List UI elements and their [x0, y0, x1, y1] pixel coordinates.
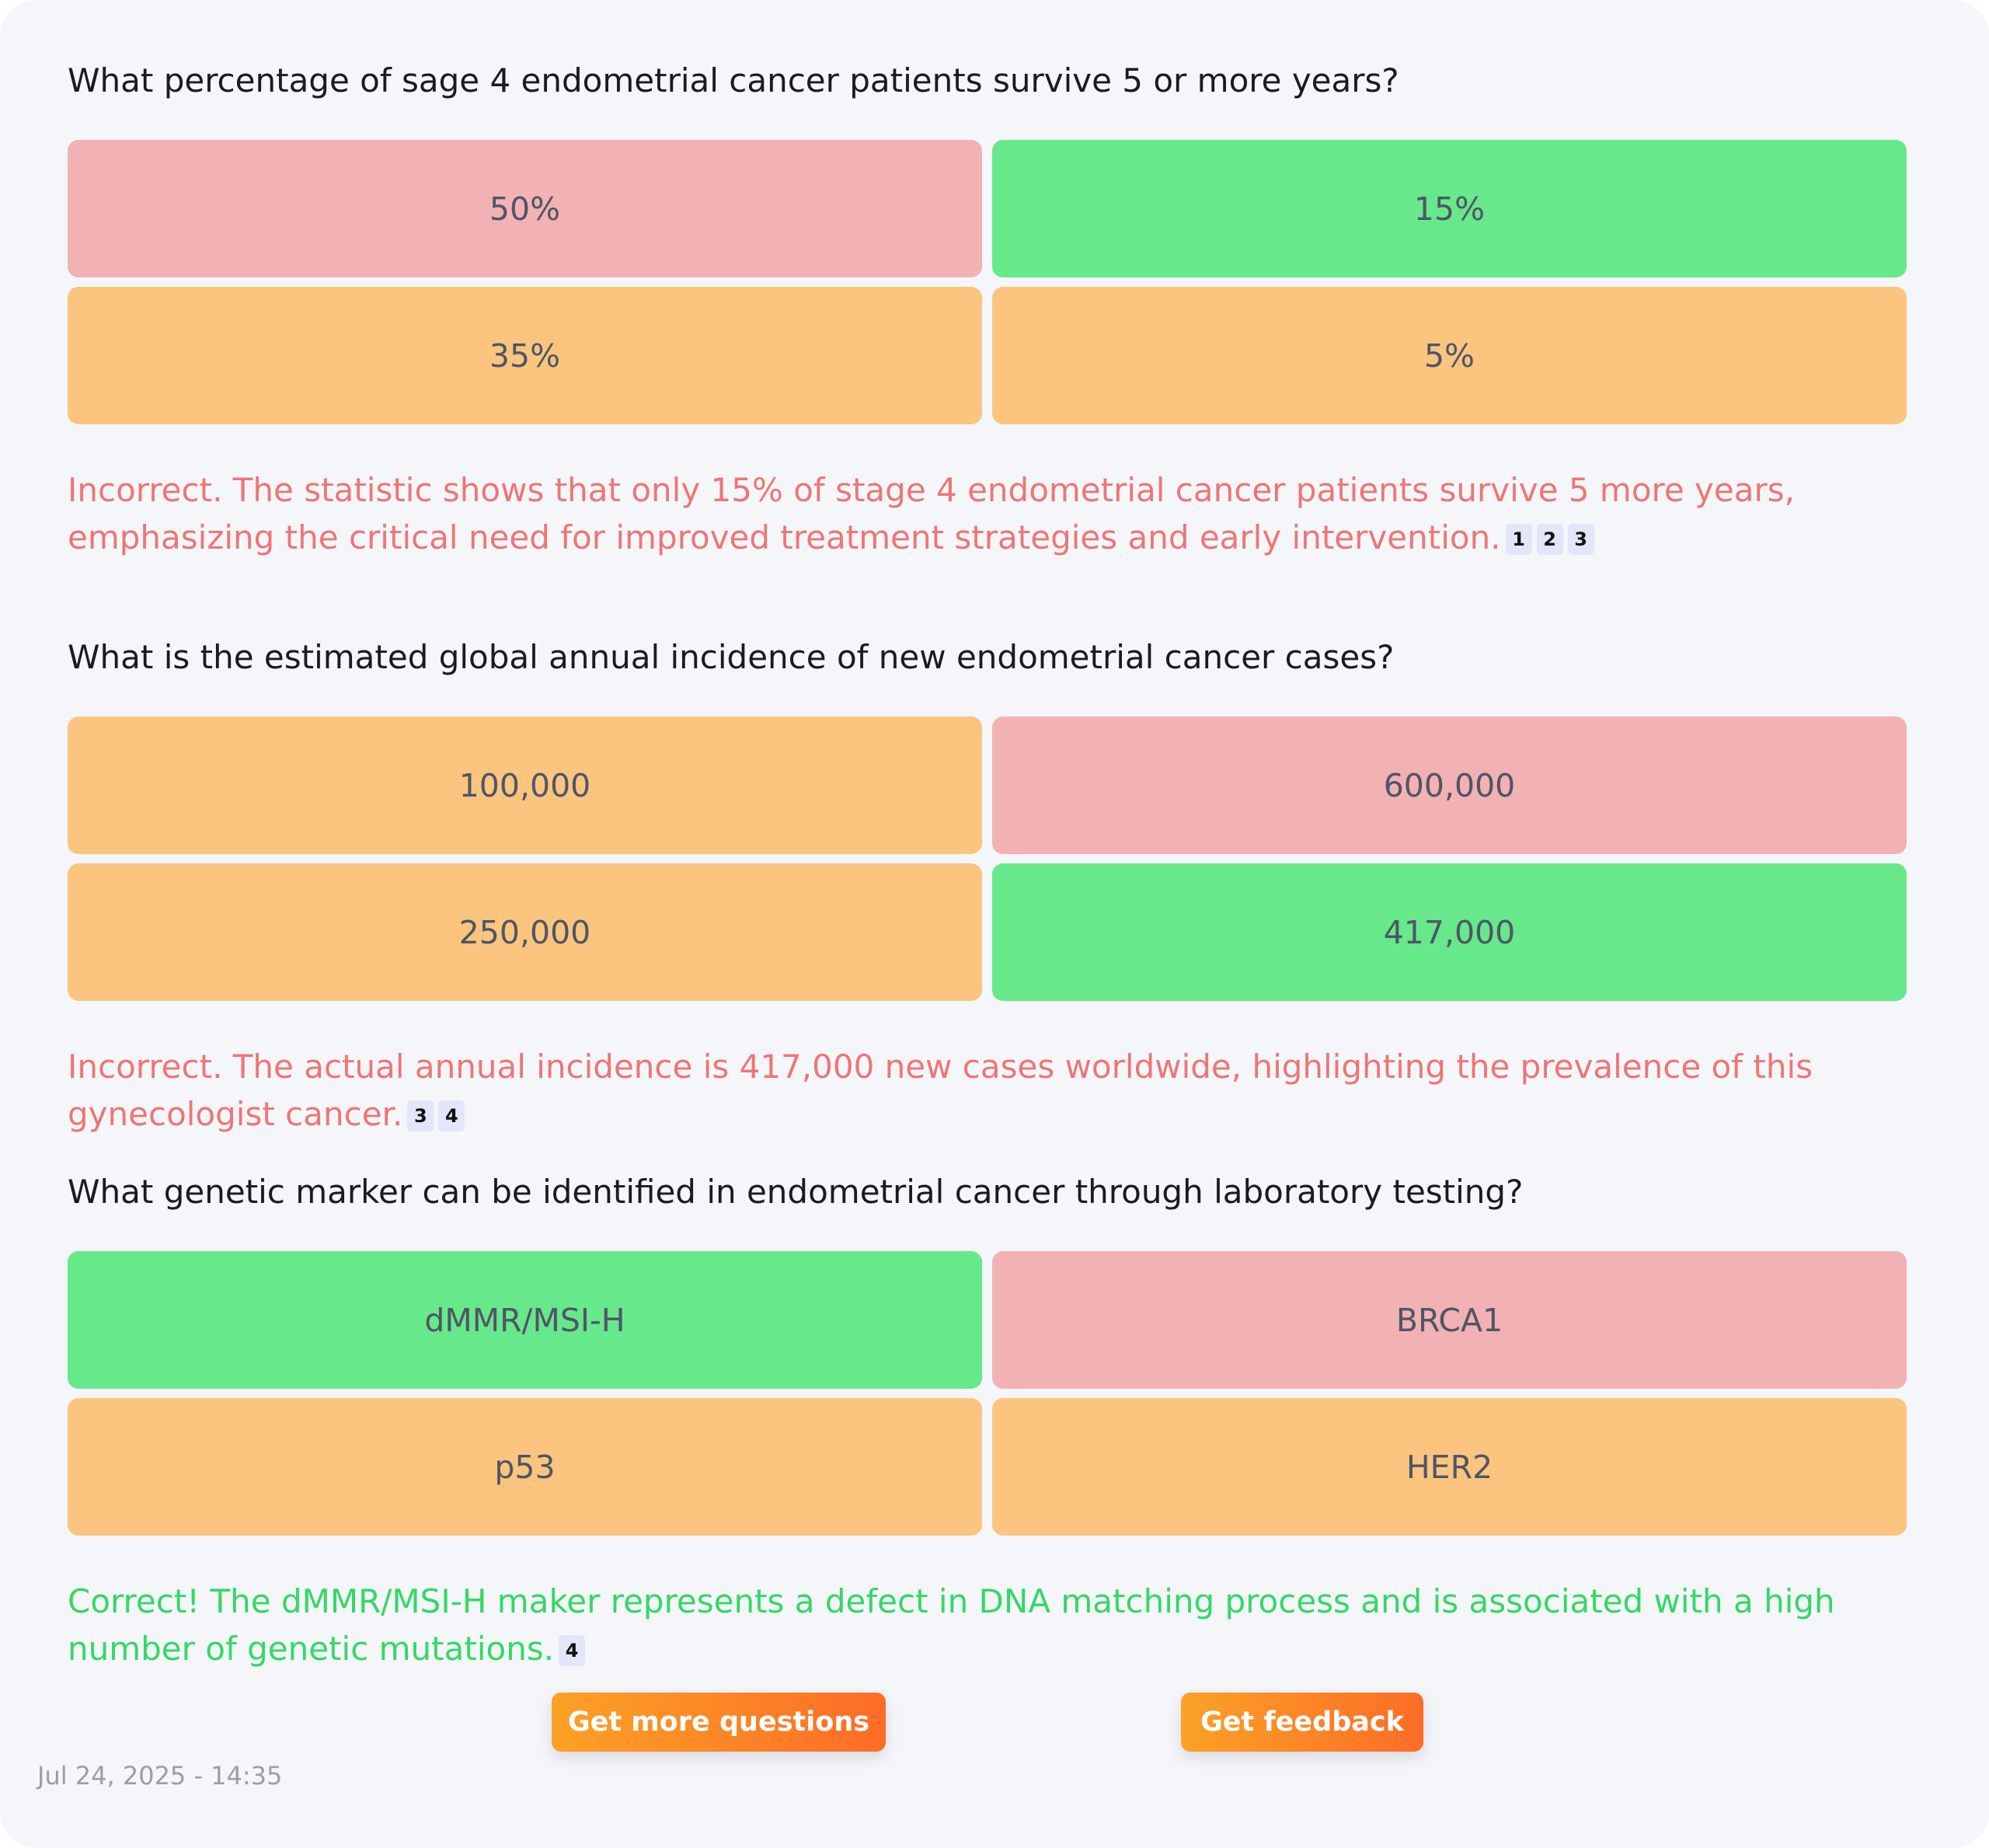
feedback-text: Incorrect. The actual annual incidence i…	[68, 1048, 1813, 1133]
question-text: What percentage of sage 4 endometrial ca…	[68, 61, 1399, 99]
feedback-text: Correct! The dMMR/MSI-H maker represents…	[68, 1582, 1835, 1668]
citation-badge[interactable]: 2	[1536, 524, 1563, 555]
get-more-questions-button[interactable]: Get more questions	[552, 1693, 886, 1752]
answer-feedback: Correct! The dMMR/MSI-H maker represents…	[68, 1578, 1907, 1672]
quiz-question-2: What is the estimated global annual inci…	[68, 636, 1907, 1138]
answer-feedback: Incorrect. The statistic shows that only…	[68, 466, 1907, 561]
answer-option[interactable]: 50%	[68, 140, 982, 277]
answer-option[interactable]: BRCA1	[992, 1251, 1907, 1389]
answer-option[interactable]: 100,000	[68, 717, 982, 854]
citation-badge[interactable]: 1	[1505, 524, 1532, 555]
answer-option[interactable]: 600,000	[992, 717, 1907, 854]
feedback-text: Incorrect. The statistic shows that only…	[68, 471, 1795, 556]
citation-badge[interactable]: 3	[1567, 524, 1594, 555]
answer-option[interactable]: p53	[68, 1398, 982, 1536]
question-text: What is the estimated global annual inci…	[68, 638, 1395, 676]
get-feedback-button[interactable]: Get feedback	[1181, 1693, 1423, 1752]
answer-option[interactable]: 35%	[68, 287, 982, 424]
answer-option[interactable]: 5%	[992, 287, 1907, 424]
answer-feedback: Incorrect. The actual annual incidence i…	[68, 1043, 1907, 1138]
citation-badge[interactable]: 4	[559, 1635, 586, 1666]
quiz-question-3: What genetic marker can be identified in…	[68, 1170, 1907, 1672]
citation-badge[interactable]: 3	[407, 1100, 434, 1131]
answer-option[interactable]: HER2	[992, 1398, 1907, 1536]
answer-option[interactable]: 15%	[992, 140, 1907, 277]
answer-grid: 100,000 600,000 250,000 417,000	[68, 717, 1907, 1001]
answer-grid: dMMR/MSI-H BRCA1 p53 HER2	[68, 1251, 1907, 1536]
answer-grid: 50% 15% 35% 5%	[68, 140, 1907, 424]
answer-option[interactable]: 250,000	[68, 863, 982, 1001]
timestamp: Jul 24, 2025 - 14:35	[37, 1761, 283, 1790]
quiz-question-1: What percentage of sage 4 endometrial ca…	[68, 59, 1907, 561]
citation-badge[interactable]: 4	[438, 1100, 465, 1131]
question-text: What genetic marker can be identified in…	[68, 1173, 1524, 1211]
answer-option[interactable]: 417,000	[992, 863, 1907, 1001]
answer-option[interactable]: dMMR/MSI-H	[68, 1251, 982, 1389]
